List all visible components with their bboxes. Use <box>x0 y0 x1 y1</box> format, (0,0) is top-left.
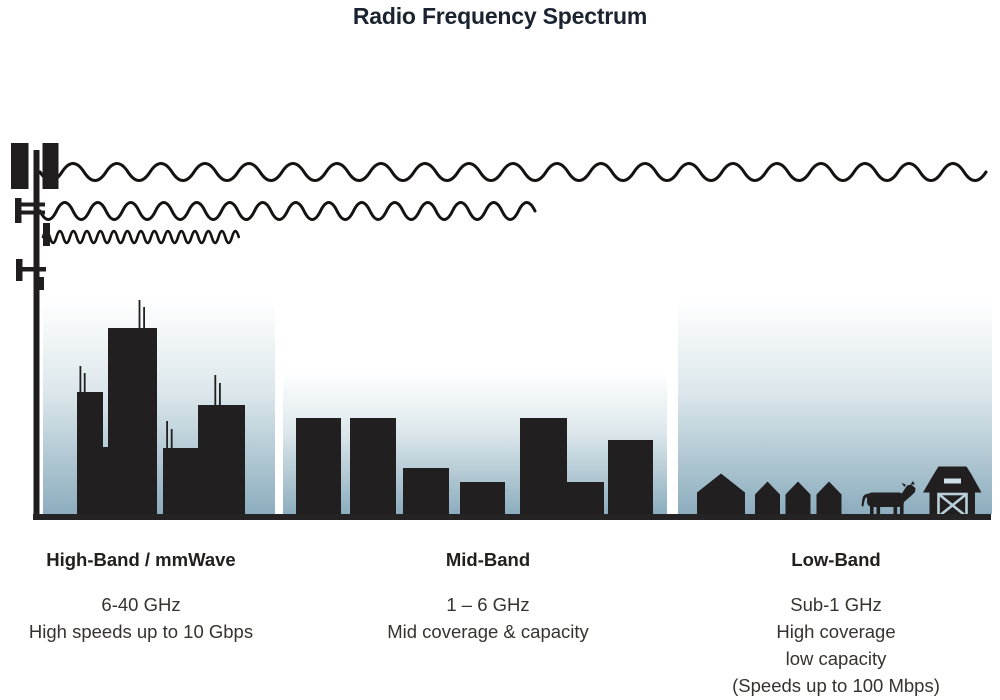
mid-band-wave-icon <box>38 201 537 221</box>
band-frequency: Sub-1 GHz <box>790 594 882 615</box>
rural-scene-icon <box>697 466 982 518</box>
band-frequency: 1 – 6 GHz <box>446 594 530 615</box>
house-icon <box>785 481 811 517</box>
house-icon <box>816 481 842 517</box>
low-band-wave-icon <box>38 162 988 182</box>
band-description: Mid coverage & capacity <box>387 621 589 642</box>
spectrum-illustration <box>11 143 992 520</box>
page-title: Radio Frequency Spectrum <box>352 3 648 29</box>
band-description: High coverage <box>776 621 896 642</box>
high-band-wave-icon <box>41 229 241 245</box>
cell-tower-icon <box>11 143 59 515</box>
band-description: low capacity <box>785 648 887 669</box>
ground-line <box>33 514 991 520</box>
band-name: High-Band / mmWave <box>46 549 236 570</box>
barn-icon <box>923 466 982 518</box>
city-skyline-icon <box>77 300 245 518</box>
band-label-low-band: Low-Band Sub-1 GHz High coverage low cap… <box>732 548 940 699</box>
band-label-mid-band: Mid-Band 1 – 6 GHz Mid coverage & capaci… <box>387 548 589 645</box>
cow-icon <box>861 481 916 518</box>
band-name: Mid-Band <box>445 549 531 570</box>
band-label-high-band: High-Band / mmWave 6-40 GHz High speeds … <box>29 548 253 645</box>
band-description: (Speeds up to 100 Mbps) <box>732 675 940 696</box>
house-icon <box>697 473 745 517</box>
band-frequency: 6-40 GHz <box>101 594 181 615</box>
house-icon <box>755 481 780 517</box>
band-name: Low-Band <box>791 549 881 570</box>
mid-band-buildings-icon <box>296 418 653 518</box>
band-description: High speeds up to 10 Gbps <box>28 621 254 642</box>
